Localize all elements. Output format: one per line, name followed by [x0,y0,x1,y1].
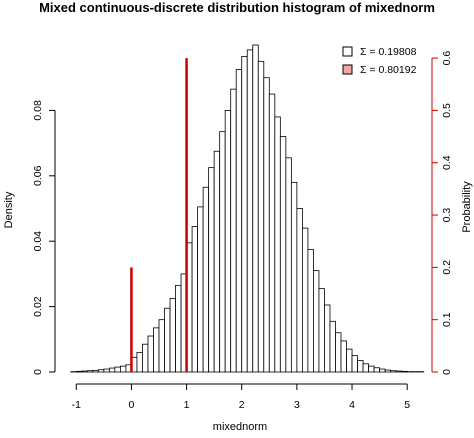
histogram-bar [252,44,259,373]
histogram-bar [335,332,342,373]
legend-swatch-discrete [342,64,353,75]
histogram-bar [235,69,243,373]
histogram-bar [164,307,171,373]
histogram-bar [329,320,336,373]
legend-swatch-continuous [342,46,353,57]
y-tick-right-label: 0.2 [441,260,453,275]
histogram-bar [197,206,204,373]
x-axis-label: mixednorm [213,421,267,433]
histogram-bars [70,44,425,373]
histogram-bar [274,116,281,373]
x-tick-label: 5 [404,399,410,411]
y-axis-probability: 0 0.1 0.2 0.3 0.4 0.5 0.6 [431,51,453,375]
legend-label-continuous: Σ = 0.19808 [360,46,417,58]
histogram-bar [384,369,392,373]
histogram-bar [108,367,116,373]
point-mass-lines [130,58,188,372]
histogram-bar [379,368,386,373]
x-tick-label: 2 [239,399,245,411]
histogram-bar [81,370,88,373]
chart-title: Mixed continuous-discrete distribution h… [39,0,435,15]
y-tick-right-label: 0.5 [441,103,453,118]
histogram-bar [307,248,314,373]
histogram-bar [136,351,143,373]
histogram-bar [296,208,303,373]
histogram-bar [158,319,165,373]
y-tick-right-label: 0 [441,369,453,375]
histogram-bar [103,368,110,373]
histogram-bar [351,355,358,373]
histogram-bar [191,226,199,373]
y-axis-label: Density [3,191,15,228]
y-tick-right-label: 0.4 [441,155,453,170]
histogram-bar [390,370,397,373]
histogram-bar [224,110,232,373]
histogram-bar [301,227,309,373]
histogram-bar [290,181,298,373]
histogram-bar [86,370,94,373]
y-axis-density: 0 0.02 0.04 0.06 0.08 [32,100,56,375]
histogram-bar [241,56,248,373]
x-tick-label: 0 [129,399,135,411]
histogram-bar [202,186,210,373]
histogram-bar [395,370,403,373]
histogram-bar [169,298,176,373]
histogram-bar [346,348,353,373]
y-tick-label: 0.04 [32,231,44,252]
histogram-bar [401,370,408,373]
y-tick-label: 0 [32,369,44,375]
x-tick-label: 4 [349,399,355,411]
x-tick-label: 1 [184,399,190,411]
y-tick-label: 0.08 [32,100,44,121]
histogram-bar [340,340,347,373]
histogram-bar [357,360,364,373]
y-axis-right-label: Probability [461,181,473,233]
histogram-bar [313,270,320,373]
histogram-bar [213,150,221,373]
histogram-bar [208,167,215,373]
histogram-bar [373,367,381,373]
histogram-bar [246,49,254,373]
histogram-bar [318,288,325,373]
histogram-bar [175,284,182,373]
histogram-bar [362,363,369,373]
histogram-bar [368,365,375,373]
histogram-bar [119,365,127,373]
x-axis: -1 0 1 2 3 4 5 [72,383,410,411]
x-tick-label: 3 [294,399,300,411]
histogram-bar [97,369,105,373]
histogram-bar [219,131,226,373]
y-tick-right-label: 0.1 [441,312,453,327]
histogram-bar [279,136,287,373]
histogram-bar [257,60,265,373]
histogram-bar [75,370,83,373]
y-tick-right-label: 0.6 [441,51,453,66]
histogram-bar [153,327,160,373]
histogram-bar [324,304,331,373]
y-tick-right-label: 0.3 [441,208,453,223]
histogram-bar [230,88,237,373]
histogram-bar [142,343,149,373]
histogram-bar [147,335,154,373]
histogram-bar [268,93,276,373]
y-tick-label: 0.06 [32,165,44,186]
x-tick-label: -1 [72,399,81,411]
histogram-bar [285,157,292,373]
legend-label-discrete: Σ = 0.80192 [360,64,417,76]
histogram-bar [114,366,121,373]
histogram-bar [92,369,99,373]
y-tick-label: 0.02 [32,296,44,317]
legend: Σ = 0.19808 Σ = 0.80192 [342,46,417,76]
histogram-bar [263,77,270,373]
